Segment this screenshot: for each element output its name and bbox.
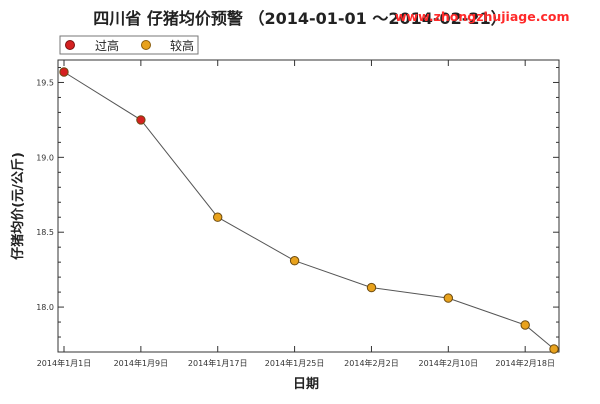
legend-marker-elevated xyxy=(141,40,151,50)
data-point xyxy=(520,320,530,330)
plot-area xyxy=(57,59,560,353)
y-tick-label: 19.5 xyxy=(36,78,54,87)
y-tick-label: 19.0 xyxy=(36,153,54,162)
data-point xyxy=(136,115,146,125)
data-point xyxy=(213,212,223,222)
x-tick-label: 2014年1月25日 xyxy=(265,358,325,368)
x-tick-label: 2014年1月17日 xyxy=(188,358,248,368)
series-line xyxy=(63,71,555,350)
axes: 2014年1月1日 2014年1月9日 2014年1月17日 2014年1月25日 20… xyxy=(36,60,559,368)
data-point xyxy=(443,293,453,303)
x-tick-label: 2014年2月2日 xyxy=(344,358,399,368)
x-axis-label: 日期 xyxy=(293,377,319,392)
legend-marker-high xyxy=(65,40,75,50)
y-tick-label: 18.0 xyxy=(36,303,54,312)
x-tick-label: 2014年2月10日 xyxy=(418,358,478,368)
data-point xyxy=(366,282,377,293)
legend-label-elevated: 较高 xyxy=(170,38,194,53)
legend-label-high: 过高 xyxy=(95,38,119,53)
x-tick-label: 2014年2月18日 xyxy=(495,358,555,368)
data-point xyxy=(289,256,300,266)
x-tick-label: 2014年1月1日 xyxy=(37,358,92,368)
x-tick-label: 2014年1月9日 xyxy=(114,358,169,368)
series-layer xyxy=(59,67,559,354)
y-axis-label: 仔猪均价(元/公斤) xyxy=(10,152,26,260)
data-point xyxy=(549,344,559,354)
y-tick-label: 18.5 xyxy=(36,228,54,237)
data-point xyxy=(59,67,69,77)
legend: 过高 较高 xyxy=(59,35,199,55)
watermark-text: www.zhongzhujiage.com xyxy=(395,9,569,24)
chart-title: 四川省 仔猪均价预警 （2014-01-01 ～2014-02-21） xyxy=(93,9,506,28)
